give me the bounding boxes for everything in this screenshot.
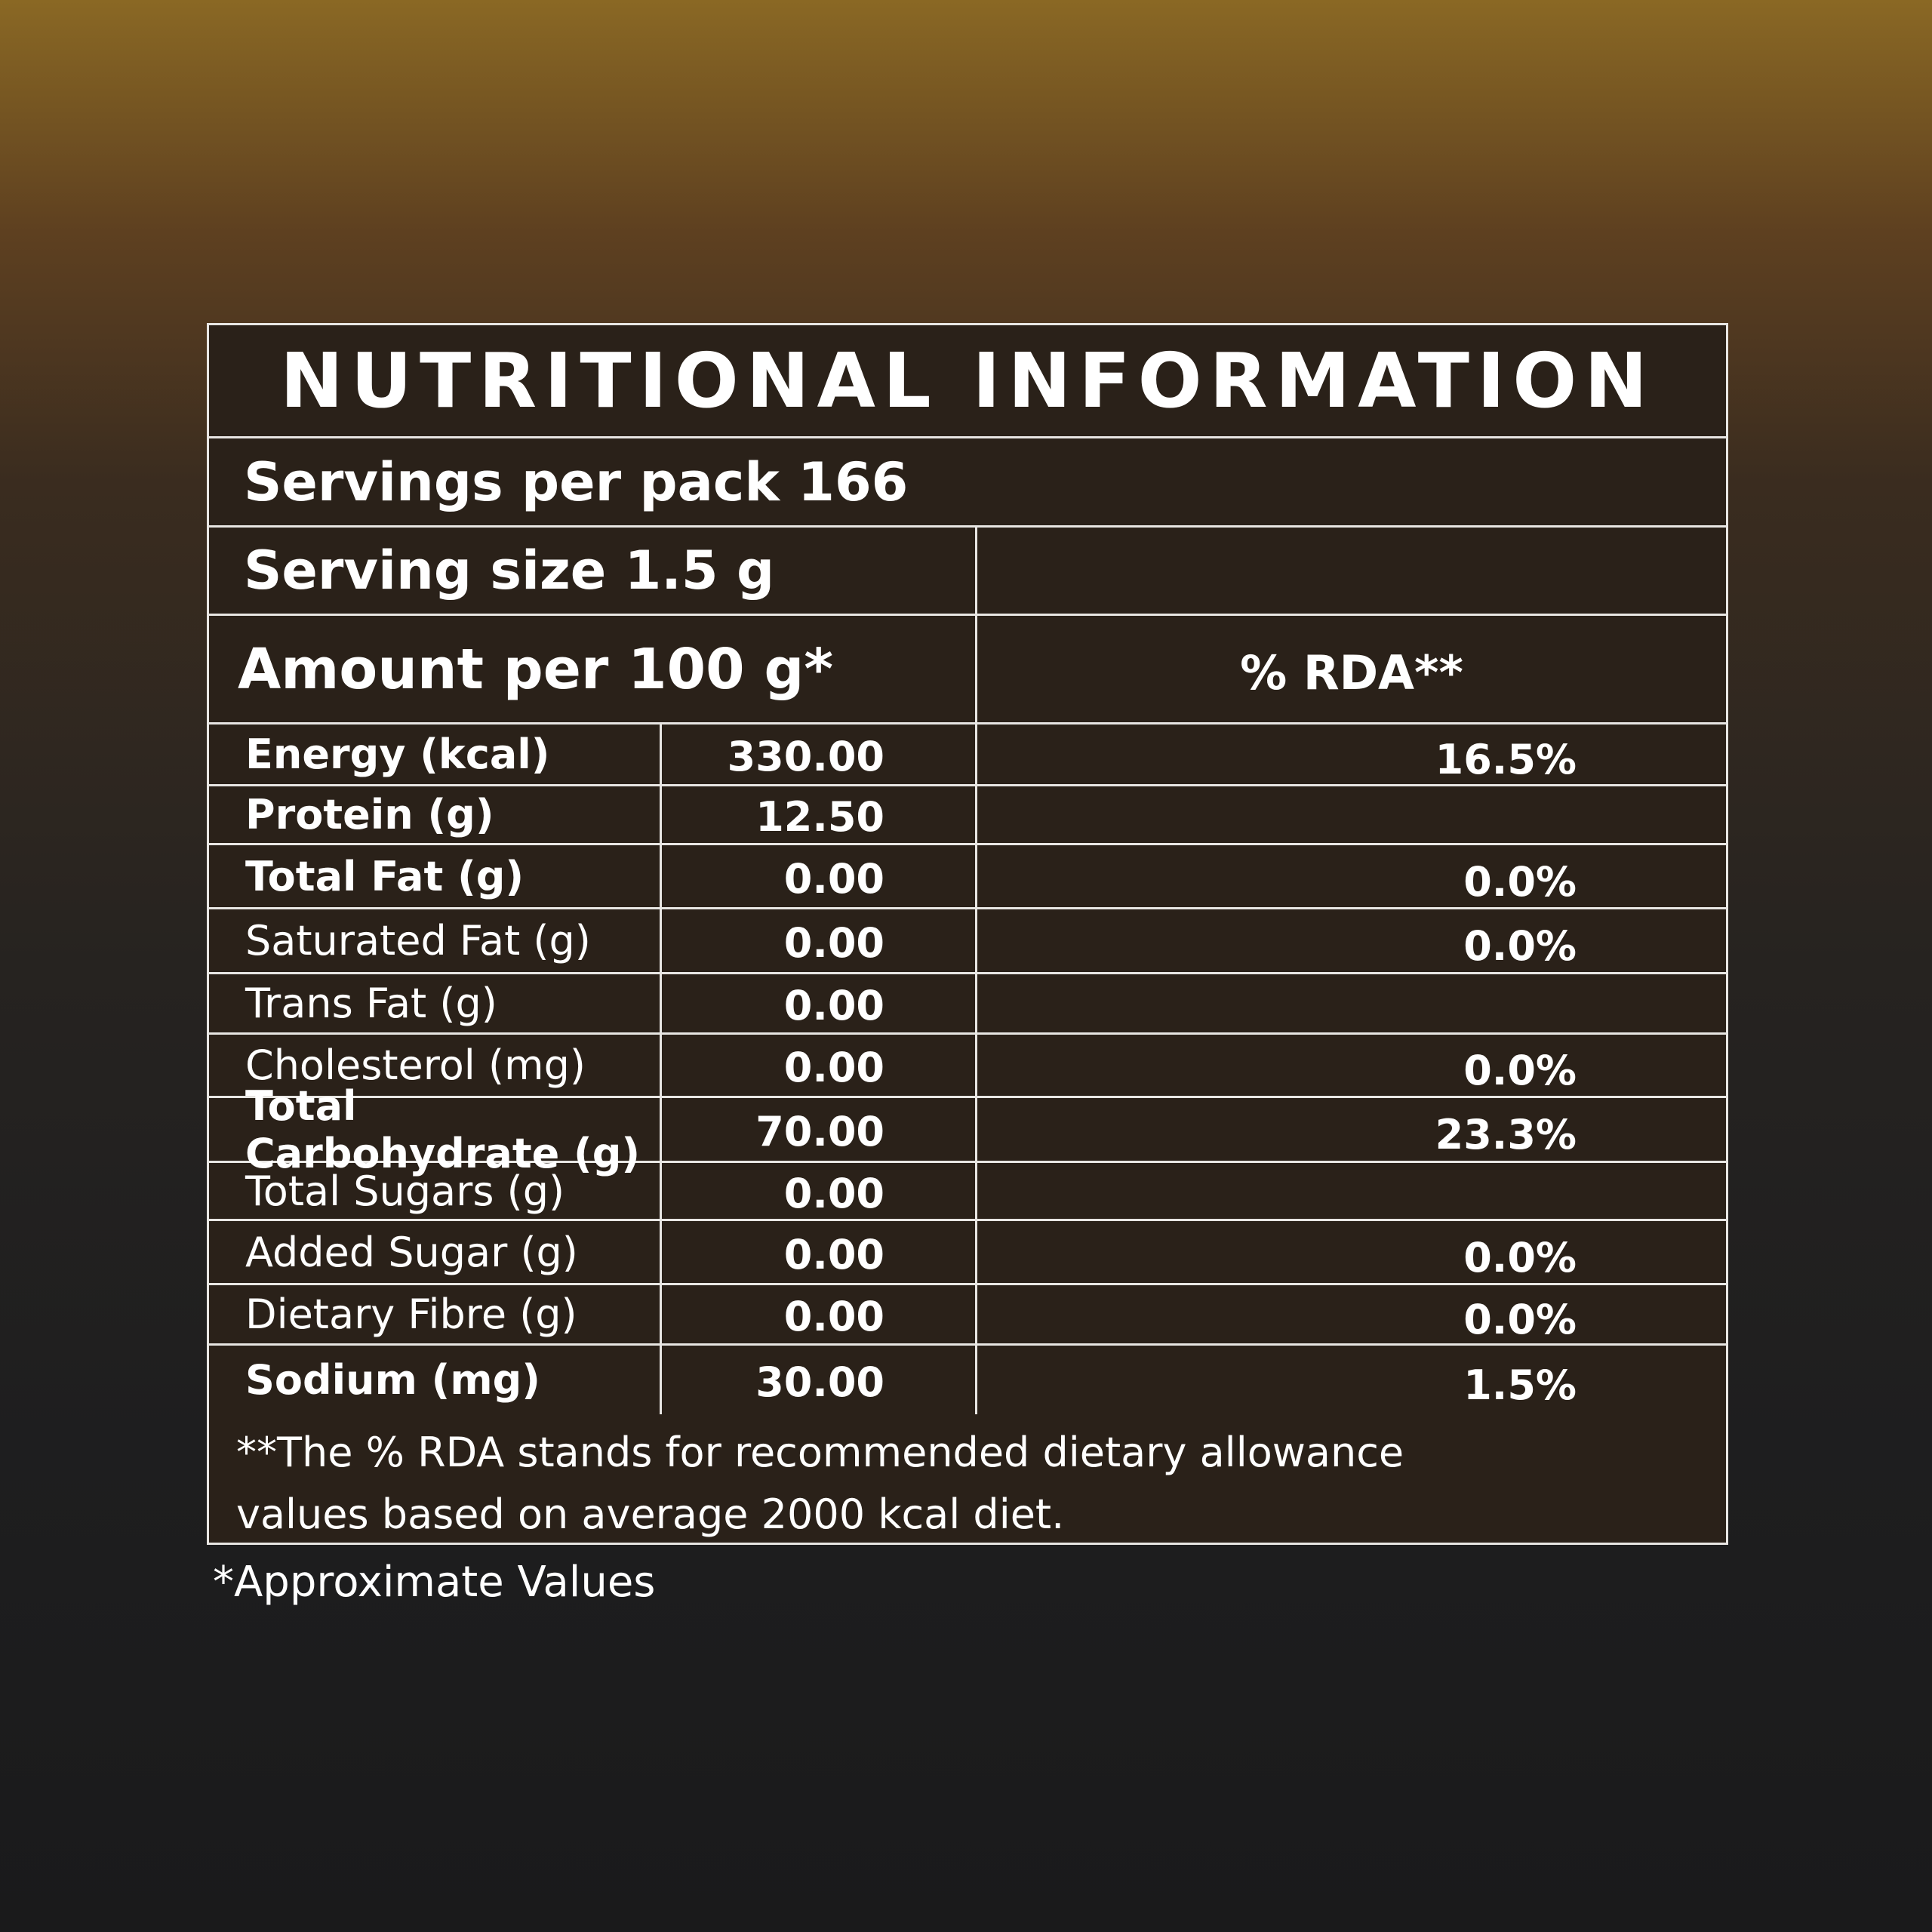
nutrient-label: Energy (kcal) <box>209 724 662 784</box>
nutrient-label: Total Fat (g) <box>209 845 662 907</box>
nutrient-label: Added Sugar (g) <box>209 1221 662 1283</box>
nutrient-rda: 0.0% <box>1463 1296 1577 1343</box>
nutrient-value: 0.00 <box>783 1293 884 1340</box>
amount-header: Amount per 100 g* <box>209 616 977 722</box>
label-value-cell: Energy (kcal) 330.00 <box>209 724 977 784</box>
nutrient-rda <box>977 1163 1726 1219</box>
nutrient-label: Cholesterol (mg) <box>209 1035 662 1096</box>
table-row: Trans Fat (g) 0.00 <box>209 974 1726 1035</box>
approximate-values-note: *Approximate Values <box>213 1558 656 1607</box>
nutrient-rda: 23.3% <box>1435 1111 1577 1158</box>
footnote-line-2: values based on average 2000 kcal diet. <box>236 1491 1065 1538</box>
table-row: Cholesterol (mg) 0.00 0.0% <box>209 1035 1726 1098</box>
nutrient-rda <box>977 786 1726 843</box>
table-row: Total Carbohydrate (g) 70.00 23.3% <box>209 1082 1726 1177</box>
serving-size: Serving size 1.5 g <box>209 528 977 614</box>
servings-per-pack: Servings per pack 166 <box>209 438 1726 528</box>
amount-header-row: Amount per 100 g* % RDA** <box>209 616 1726 724</box>
label-value-cell: Added Sugar (g) 0.00 <box>209 1221 977 1283</box>
nutrient-label: Protein (g) <box>209 786 662 843</box>
label-value-cell: Protein (g) 12.50 <box>209 786 977 843</box>
table-row: Total Sugars (g) 0.00 <box>209 1163 1726 1221</box>
nutrition-table: NUTRITIONAL INFORMATION Servings per pac… <box>207 323 1728 1545</box>
nutrient-rda <box>977 974 1726 1032</box>
rda-footnote: **The % RDA stands for recommended dieta… <box>209 1414 1726 1543</box>
nutrient-rda: 0.0% <box>1463 1233 1577 1281</box>
label-value-cell: Cholesterol (mg) 0.00 <box>209 1035 977 1096</box>
nutrient-label: Total Sugars (g) <box>209 1163 662 1219</box>
table-title: NUTRITIONAL INFORMATION <box>209 325 1726 438</box>
label-value-cell: Total Fat (g) 0.00 <box>209 845 977 907</box>
nutrient-value: 330.00 <box>727 733 884 780</box>
table-row: Sodium (mg) 30.00 1.5% <box>209 1346 1726 1414</box>
table-row: Saturated Fat (g) 0.00 0.0% <box>209 909 1726 974</box>
rda-header: % RDA** <box>1240 645 1463 700</box>
nutrient-value: 30.00 <box>755 1358 884 1406</box>
table-row: Total Fat (g) 0.00 0.0% <box>209 845 1726 909</box>
table-row: Protein (g) 12.50 <box>209 786 1726 845</box>
label-value-cell: Total Sugars (g) 0.00 <box>209 1163 977 1219</box>
nutrient-value: 0.00 <box>783 1169 884 1217</box>
nutrient-label: Total Carbohydrate (g) <box>209 1082 662 1177</box>
nutrient-rda: 0.0% <box>1463 1047 1577 1094</box>
nutrient-label: Saturated Fat (g) <box>209 909 662 972</box>
nutrient-rda: 1.5% <box>1463 1361 1577 1409</box>
nutrient-value: 0.00 <box>783 982 884 1029</box>
label-value-cell: Dietary Fibre (g) 0.00 <box>209 1285 977 1343</box>
nutrient-label: Dietary Fibre (g) <box>209 1285 662 1343</box>
nutrient-rda: 0.0% <box>1463 922 1577 970</box>
nutrient-label: Trans Fat (g) <box>209 974 662 1032</box>
nutrient-value: 70.00 <box>755 1108 884 1155</box>
table-row: Dietary Fibre (g) 0.00 0.0% <box>209 1285 1726 1346</box>
nutrient-value: 0.00 <box>783 1230 884 1278</box>
label-value-cell: Total Carbohydrate (g) 70.00 <box>209 1082 977 1177</box>
nutrient-rda: 0.0% <box>1463 857 1577 906</box>
table-row: Added Sugar (g) 0.00 0.0% <box>209 1221 1726 1285</box>
footnote-line-1: **The % RDA stands for recommended dieta… <box>236 1429 1404 1476</box>
label-value-cell: Trans Fat (g) 0.00 <box>209 974 977 1032</box>
empty-cell <box>977 528 1726 614</box>
label-value-cell: Saturated Fat (g) 0.00 <box>209 909 977 972</box>
table-row: Energy (kcal) 330.00 16.5% <box>209 724 1726 786</box>
serving-size-row: Serving size 1.5 g <box>209 528 1726 616</box>
nutrient-value: 0.00 <box>783 854 884 903</box>
nutrient-value: 12.50 <box>755 793 884 841</box>
nutrient-value: 0.00 <box>783 1044 884 1091</box>
nutrient-label: Sodium (mg) <box>209 1346 662 1414</box>
nutrient-value: 0.00 <box>783 919 884 967</box>
label-value-cell: Sodium (mg) 30.00 <box>209 1346 977 1414</box>
nutrient-rda: 16.5% <box>1435 736 1577 783</box>
